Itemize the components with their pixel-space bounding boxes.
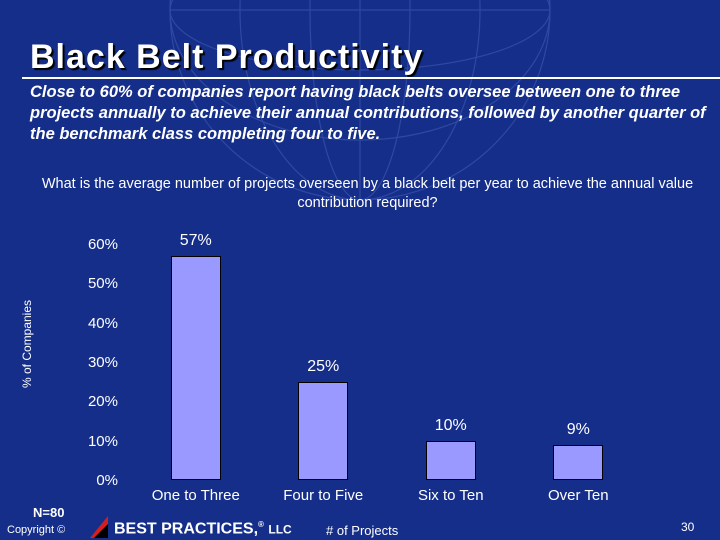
brand-suffix: LLC: [268, 522, 292, 537]
page-number: 30: [681, 520, 695, 534]
x-tick-label: Six to Ten: [417, 487, 484, 504]
page-subtitle: Close to 60% of companies report having …: [30, 83, 706, 143]
y-tick-label: 30%: [87, 354, 118, 371]
data-label: 9%: [566, 420, 590, 438]
bar-six-to-ten: [425, 440, 476, 480]
x-tick-label: Over Ten: [547, 487, 609, 504]
brand-text: BEST PRACTICES,: [114, 520, 259, 538]
y-tick-label: 10%: [87, 432, 118, 450]
title-divider: [22, 77, 720, 79]
y-tick-label: 60%: [87, 236, 118, 253]
copyright-text: Copyright ©: [7, 524, 66, 536]
chart-title: What is the average number of projects o…: [41, 176, 694, 211]
bar-four-to-five: [298, 381, 349, 480]
x-tick-label: One to Three: [151, 487, 240, 504]
y-tick-label: 50%: [87, 275, 118, 293]
bar-one-to-three: [170, 255, 221, 480]
data-label: 10%: [434, 416, 467, 434]
data-label: 25%: [307, 357, 340, 375]
y-tick-label: 40%: [87, 314, 118, 332]
bar-over-ten: [553, 444, 604, 480]
x-tick-label: Four to Five: [283, 487, 364, 504]
sample-size: N=80: [33, 505, 65, 520]
registered-mark: ®: [258, 520, 264, 529]
y-axis-label: % of Companies: [20, 299, 34, 389]
y-tick-label: 20%: [87, 393, 118, 411]
chart-plot-area: 57% 25% 10% 9%: [132, 232, 642, 480]
y-tick-label: 0%: [96, 472, 118, 489]
best-practices-logo-icon: [90, 516, 108, 538]
x-axis-title: # of Projects: [326, 523, 399, 538]
data-label: 57%: [179, 231, 212, 249]
globe-watermark: [169, 0, 551, 200]
page-title: Black Belt Productivity: [30, 38, 424, 76]
brand-name: BEST PRACTICES,® LLC: [114, 520, 292, 538]
